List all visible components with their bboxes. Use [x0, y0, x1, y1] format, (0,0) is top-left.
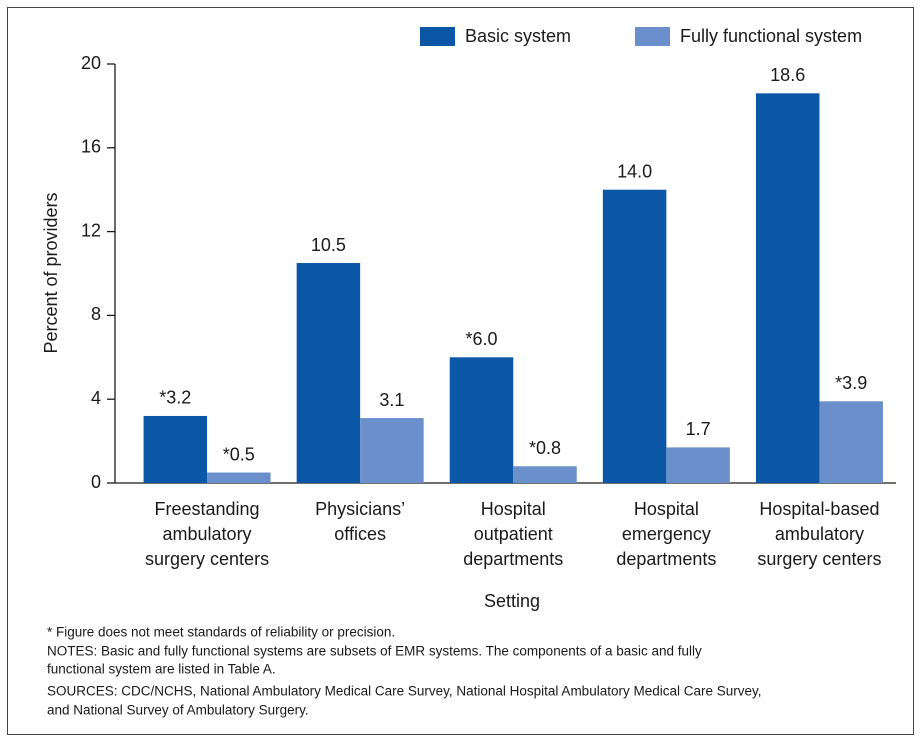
legend-label: Fully functional system	[680, 26, 862, 46]
frame	[7, 7, 914, 735]
bar	[602, 189, 667, 483]
legend-label: Basic system	[465, 26, 571, 46]
bar	[819, 401, 883, 483]
x-tick-label: Hospital	[634, 499, 699, 519]
x-tick-label: Hospital	[481, 499, 546, 519]
x-tick-label: departments	[616, 549, 716, 569]
note: SOURCES: CDC/NCHS, National Ambulatory M…	[47, 684, 762, 699]
bar	[449, 357, 514, 483]
y-tick-label: 0	[91, 472, 101, 492]
x-axis-title: Setting	[484, 591, 540, 611]
x-tick-label: Freestanding	[155, 499, 260, 519]
x-tick-label: surgery centers	[757, 549, 881, 569]
x-tick-label: ambulatory	[775, 524, 864, 544]
bar	[296, 263, 361, 483]
y-tick-label: 4	[91, 388, 101, 408]
value-label: 18.6	[770, 65, 805, 85]
x-tick-label: offices	[334, 524, 386, 544]
value-label: *3.2	[159, 388, 191, 408]
value-label: 1.7	[686, 419, 711, 439]
value-label: *0.5	[223, 444, 255, 464]
bar	[143, 415, 208, 483]
x-tick-label: Hospital-based	[759, 499, 879, 519]
y-tick-label: 20	[81, 53, 101, 73]
bar	[666, 447, 730, 483]
bar	[360, 418, 424, 483]
y-tick-label: 16	[81, 137, 101, 157]
x-tick-label: departments	[463, 549, 563, 569]
value-label: 10.5	[311, 235, 346, 255]
value-label: *3.9	[835, 373, 867, 393]
y-tick-label: 12	[81, 220, 101, 240]
note: * Figure does not meet standards of reli…	[47, 625, 395, 640]
bar	[207, 472, 271, 483]
y-axis-title: Percent of providers	[41, 192, 61, 353]
legend-swatch	[635, 27, 670, 46]
x-tick-label: outpatient	[474, 524, 553, 544]
bar	[755, 93, 820, 483]
x-tick-label: emergency	[622, 524, 711, 544]
y-tick-label: 8	[91, 304, 101, 324]
bar	[513, 466, 577, 483]
value-label: *6.0	[465, 329, 497, 349]
note: NOTES: Basic and fully functional system…	[47, 644, 702, 659]
value-label: 3.1	[379, 390, 404, 410]
x-tick-label: surgery centers	[145, 549, 269, 569]
x-tick-label: ambulatory	[163, 524, 252, 544]
note: functional system are listed in Table A.	[47, 662, 276, 677]
note: and National Survey of Ambulatory Surger…	[47, 703, 309, 718]
x-tick-label: Physicians’	[315, 499, 405, 519]
value-label: *0.8	[529, 438, 561, 458]
legend-swatch	[420, 27, 455, 46]
value-label: 14.0	[617, 161, 652, 181]
